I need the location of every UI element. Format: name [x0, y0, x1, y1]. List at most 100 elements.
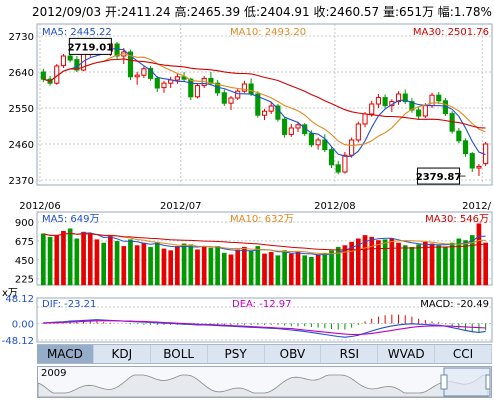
- volume-bar: [61, 230, 66, 286]
- candle-body: [235, 90, 241, 99]
- candle: [402, 89, 408, 104]
- candle: [114, 42, 120, 60]
- navigator-right-handle[interactable]: [485, 374, 491, 390]
- annotation-label: 2379.87: [416, 172, 462, 183]
- navigator-sparkline: [38, 374, 489, 397]
- price-x-tick: 2012/07: [160, 201, 202, 212]
- high-label: 高:: [174, 5, 191, 19]
- volume-bar: [288, 253, 294, 286]
- indicator-tabs: MACD KDJ BOLL PSY OBV RSI WVAD CCI: [37, 344, 492, 364]
- candle-body: [315, 139, 321, 146]
- price-x-tick: 2012/06: [19, 201, 61, 212]
- candle: [349, 137, 355, 158]
- volume-bar: [456, 238, 462, 286]
- price-moving-averages: [43, 48, 486, 157]
- candle: [221, 89, 227, 106]
- price-x-axis: 2012/06 2012/07 2012/08 2012/: [19, 201, 491, 212]
- candle: [174, 73, 180, 84]
- annotation-box: [68, 37, 112, 55]
- candle-body: [141, 68, 147, 76]
- price-x-tick: 2012/: [462, 201, 491, 212]
- candle: [456, 128, 462, 144]
- candle: [147, 66, 154, 81]
- volume-bar: [335, 246, 341, 286]
- candle-body: [255, 93, 261, 116]
- volume-legend-item: MA5: 649万: [42, 214, 99, 225]
- volume-unit-label: x万: [2, 288, 18, 299]
- volume-bar: [423, 241, 428, 286]
- dea-line: [43, 320, 486, 336]
- annotation-box: [417, 167, 461, 185]
- volume-bar: [302, 255, 308, 286]
- candle-body: [335, 164, 341, 173]
- volume-bar: [235, 249, 241, 286]
- volume-bar: [188, 244, 194, 286]
- candle-body: [308, 133, 314, 146]
- navigator-left-handle[interactable]: [440, 374, 448, 390]
- candle: [141, 66, 147, 78]
- volume-bar: [141, 242, 147, 286]
- price-y-axis: 2730 2640 2550 2460 2370: [9, 32, 34, 187]
- price-x-tick: 2012/08: [314, 201, 356, 212]
- candle-body: [134, 74, 140, 78]
- price-legend-item: MA5: 2445.22: [42, 27, 112, 38]
- candle: [194, 83, 201, 99]
- volume-bar: [161, 248, 167, 286]
- volume-bar: [215, 246, 220, 286]
- volume-legend-item: MA10: 632万: [230, 214, 294, 225]
- candle: [255, 91, 261, 118]
- candle-body: [462, 140, 469, 155]
- candle-body: [369, 103, 375, 115]
- volume-bar: [463, 240, 468, 286]
- price-y-tick: 2550: [9, 104, 34, 115]
- volume-y-tick: 675: [15, 237, 34, 248]
- tab-psy[interactable]: PSY: [208, 345, 265, 363]
- candle: [154, 76, 160, 92]
- high-value: 2465.39: [190, 5, 241, 19]
- candle: [295, 121, 301, 132]
- price-legend-item: MA10: 2493.20: [230, 27, 306, 38]
- tab-obv[interactable]: OBV: [265, 345, 322, 363]
- candle: [134, 72, 140, 85]
- tab-cci[interactable]: CCI: [435, 345, 492, 363]
- quote-header: 2012/09/03 开:2411.24 高:2465.39 低:2404.91…: [0, 0, 494, 24]
- tab-wvad[interactable]: WVAD: [378, 345, 436, 363]
- candle-body: [409, 101, 415, 111]
- ma10-line: [43, 53, 486, 146]
- price-y-tick: 2460: [9, 140, 34, 151]
- candle-body: [349, 139, 355, 156]
- candle: [322, 134, 328, 152]
- price-grid: [37, 24, 492, 185]
- volume-bar: [255, 246, 261, 286]
- tab-kdj[interactable]: KDJ: [94, 345, 151, 363]
- volume-bar: [121, 246, 127, 286]
- tab-rsi[interactable]: RSI: [321, 345, 379, 363]
- candle: [261, 108, 268, 120]
- ma5-line: [43, 48, 486, 157]
- volume-ma30-line: [43, 232, 486, 251]
- change-value: 1.78%: [453, 5, 492, 19]
- timeline-navigator[interactable]: 2009: [37, 366, 492, 398]
- volume-bar: [315, 254, 321, 286]
- candle: [275, 104, 281, 122]
- macd-y-tick: 48.12: [5, 294, 34, 305]
- navigator-selection[interactable]: [443, 367, 491, 397]
- tab-macd[interactable]: MACD: [37, 345, 94, 363]
- candle-body: [295, 124, 301, 129]
- close-label: 收:: [313, 5, 330, 19]
- candle-body: [114, 43, 120, 57]
- candle-body: [476, 165, 482, 169]
- tab-boll[interactable]: BOLL: [151, 345, 208, 363]
- volume-bar: [248, 250, 254, 286]
- candle-body: [436, 94, 442, 102]
- volume-bar: [389, 238, 395, 286]
- volume-bar: [195, 249, 200, 286]
- volume-bar: [128, 239, 133, 286]
- volume-bar: [362, 235, 368, 286]
- volume-bar: [349, 241, 354, 286]
- low-label: 低:: [244, 5, 261, 19]
- open-label: 开:: [105, 5, 122, 19]
- volume-bar: [476, 223, 482, 286]
- volume-bar: [41, 233, 46, 286]
